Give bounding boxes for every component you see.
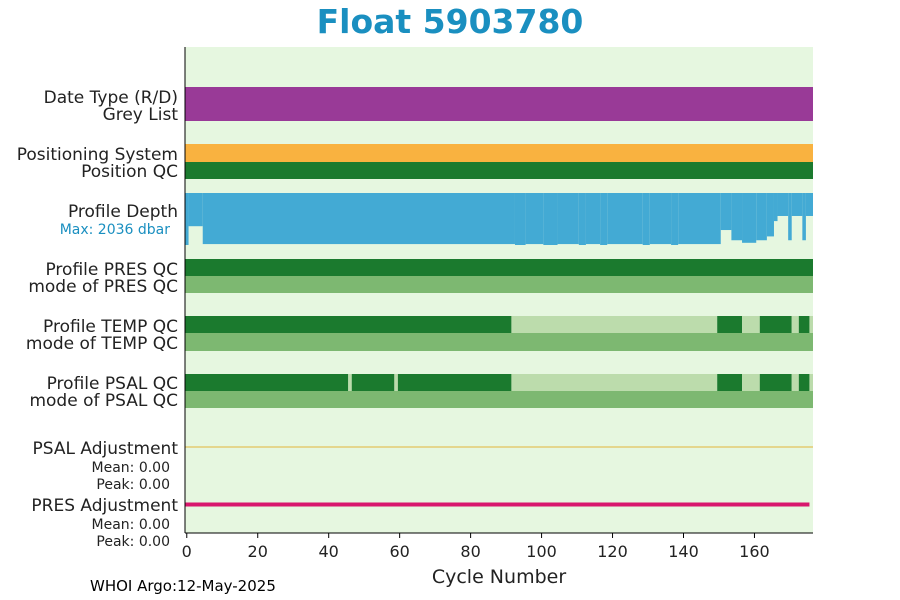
bars-layer: [185, 87, 813, 408]
x-tick-label-20: 20: [248, 542, 268, 561]
profile-depth-bar-0: [185, 193, 189, 245]
label-profile-temp-qc: Profile TEMP QC: [43, 317, 178, 337]
profile-depth-bar-14: [678, 193, 721, 245]
label-profile-depth: Profile Depth: [68, 202, 178, 222]
label-date-type: Date Type (R/D): [44, 88, 178, 108]
profile-depth-bar-12: [649, 193, 672, 245]
x-tick-label-140: 140: [668, 542, 699, 561]
label-mode-temp-qc: mode of TEMP QC: [26, 334, 178, 354]
label-max-depth: Max: 2036 dbar: [60, 222, 171, 238]
profile-depth-bar-9: [600, 193, 608, 245]
mode-pres-qc-segment-0: [185, 276, 813, 293]
x-ticks-layer: 0 20 40 60 80 100 120 140 160: [182, 533, 770, 561]
profile-psal-qc-segment-8: [759, 374, 792, 391]
profile-depth-bar-8: [585, 193, 601, 245]
profile-depth-bar-11: [642, 193, 650, 245]
mode-psal-qc-segment-0: [185, 391, 813, 408]
profile-psal-qc-segment-1: [348, 374, 352, 391]
mode-temp-qc-segment-0: [185, 333, 813, 351]
profile-depth-bar-5: [543, 193, 558, 245]
profile-psal-qc-segment-3: [394, 374, 398, 391]
profile-psal-qc-segment-11: [809, 374, 813, 391]
profile-temp-qc-segment-3: [742, 316, 760, 333]
x-tick-label-100: 100: [526, 542, 557, 561]
profile-psal-qc-segment-5: [511, 374, 718, 391]
profile-depth-bar-2: [202, 193, 515, 245]
label-psal-mean: Mean: 0.00: [92, 460, 170, 476]
adjustment-lines-layer: [185, 446, 813, 507]
profile-depth-bar-1: [188, 193, 203, 227]
profile-depth-bar-6: [557, 193, 579, 245]
profile-temp-qc-segment-2: [717, 316, 743, 333]
profile-depth-bar-21: [777, 193, 789, 216]
label-mode-pres-qc: mode of PRES QC: [28, 277, 178, 297]
profile-temp-qc-segment-1: [511, 316, 718, 333]
x-tick-label-40: 40: [319, 542, 339, 561]
chart-title: Float 5903780: [316, 2, 584, 41]
profile-temp-qc-segment-7: [809, 316, 813, 333]
profile-psal-qc-segment-9: [791, 374, 799, 391]
profile-depth-bar-25: [805, 193, 813, 216]
label-mode-psal-qc: mode of PSAL QC: [29, 391, 178, 411]
x-tick-label-60: 60: [389, 542, 409, 561]
label-grey-list: Grey List: [103, 105, 179, 125]
profile-psal-qc-segment-6: [717, 374, 743, 391]
profile-depth-bar-16: [731, 193, 743, 241]
x-tick-label-120: 120: [597, 542, 628, 561]
x-tick-label-80: 80: [460, 542, 480, 561]
profile-depth-bar-24: [802, 193, 806, 241]
label-psal-peak: Peak: 0.00: [96, 477, 170, 493]
footer-credit: WHOI Argo:12-May-2025: [90, 577, 276, 595]
profile-psal-qc-segment-4: [397, 374, 512, 391]
position-qc-segment-0: [185, 162, 813, 179]
label-pres-peak: Peak: 0.00: [96, 534, 170, 550]
profile-depth-bar-13: [671, 193, 679, 245]
profile-temp-qc-segment-4: [759, 316, 792, 333]
profile-temp-qc-segment-0: [185, 316, 512, 333]
profile-depth-bar-4: [525, 193, 544, 245]
label-pres-adjustment: PRES Adjustment: [31, 496, 178, 516]
profile-temp-qc-segment-5: [791, 316, 799, 333]
profile-depth-bar-3: [514, 193, 526, 245]
label-profile-pres-qc: Profile PRES QC: [45, 260, 178, 280]
profile-depth-bar-22: [788, 193, 792, 241]
label-psal-adjustment: PSAL Adjustment: [33, 439, 179, 459]
label-profile-psal-qc: Profile PSAL QC: [47, 374, 178, 394]
x-tick-label-0: 0: [182, 542, 192, 561]
profile-depth-bar-17: [742, 193, 757, 243]
profile-depth-bar-10: [607, 193, 643, 245]
profile-depth-bar-19: [766, 193, 774, 237]
profile-depth-bar-15: [720, 193, 732, 231]
profile-psal-qc-segment-2: [351, 374, 395, 391]
profile-depth-bar-20: [773, 193, 778, 222]
x-axis-label: Cycle Number: [432, 566, 566, 588]
label-pres-mean: Mean: 0.00: [92, 517, 170, 533]
profile-psal-qc-segment-7: [742, 374, 760, 391]
positioning-system-segment-0: [185, 144, 813, 162]
x-tick-label-160: 160: [739, 542, 770, 561]
profile-depth-bar-7: [578, 193, 586, 245]
profile-psal-qc-segment-0: [185, 374, 349, 391]
date-type-segment-0: [185, 87, 813, 121]
profile-depth-bar-18: [756, 193, 767, 241]
profile-temp-qc-segment-6: [798, 316, 810, 333]
profile-depth-bar-23: [791, 193, 803, 216]
profile-pres-qc-segment-0: [185, 259, 813, 276]
label-position-qc: Position QC: [81, 162, 178, 182]
label-positioning-system: Positioning System: [17, 145, 178, 165]
profile-depth-layer: [185, 193, 813, 245]
profile-psal-qc-segment-10: [798, 374, 810, 391]
